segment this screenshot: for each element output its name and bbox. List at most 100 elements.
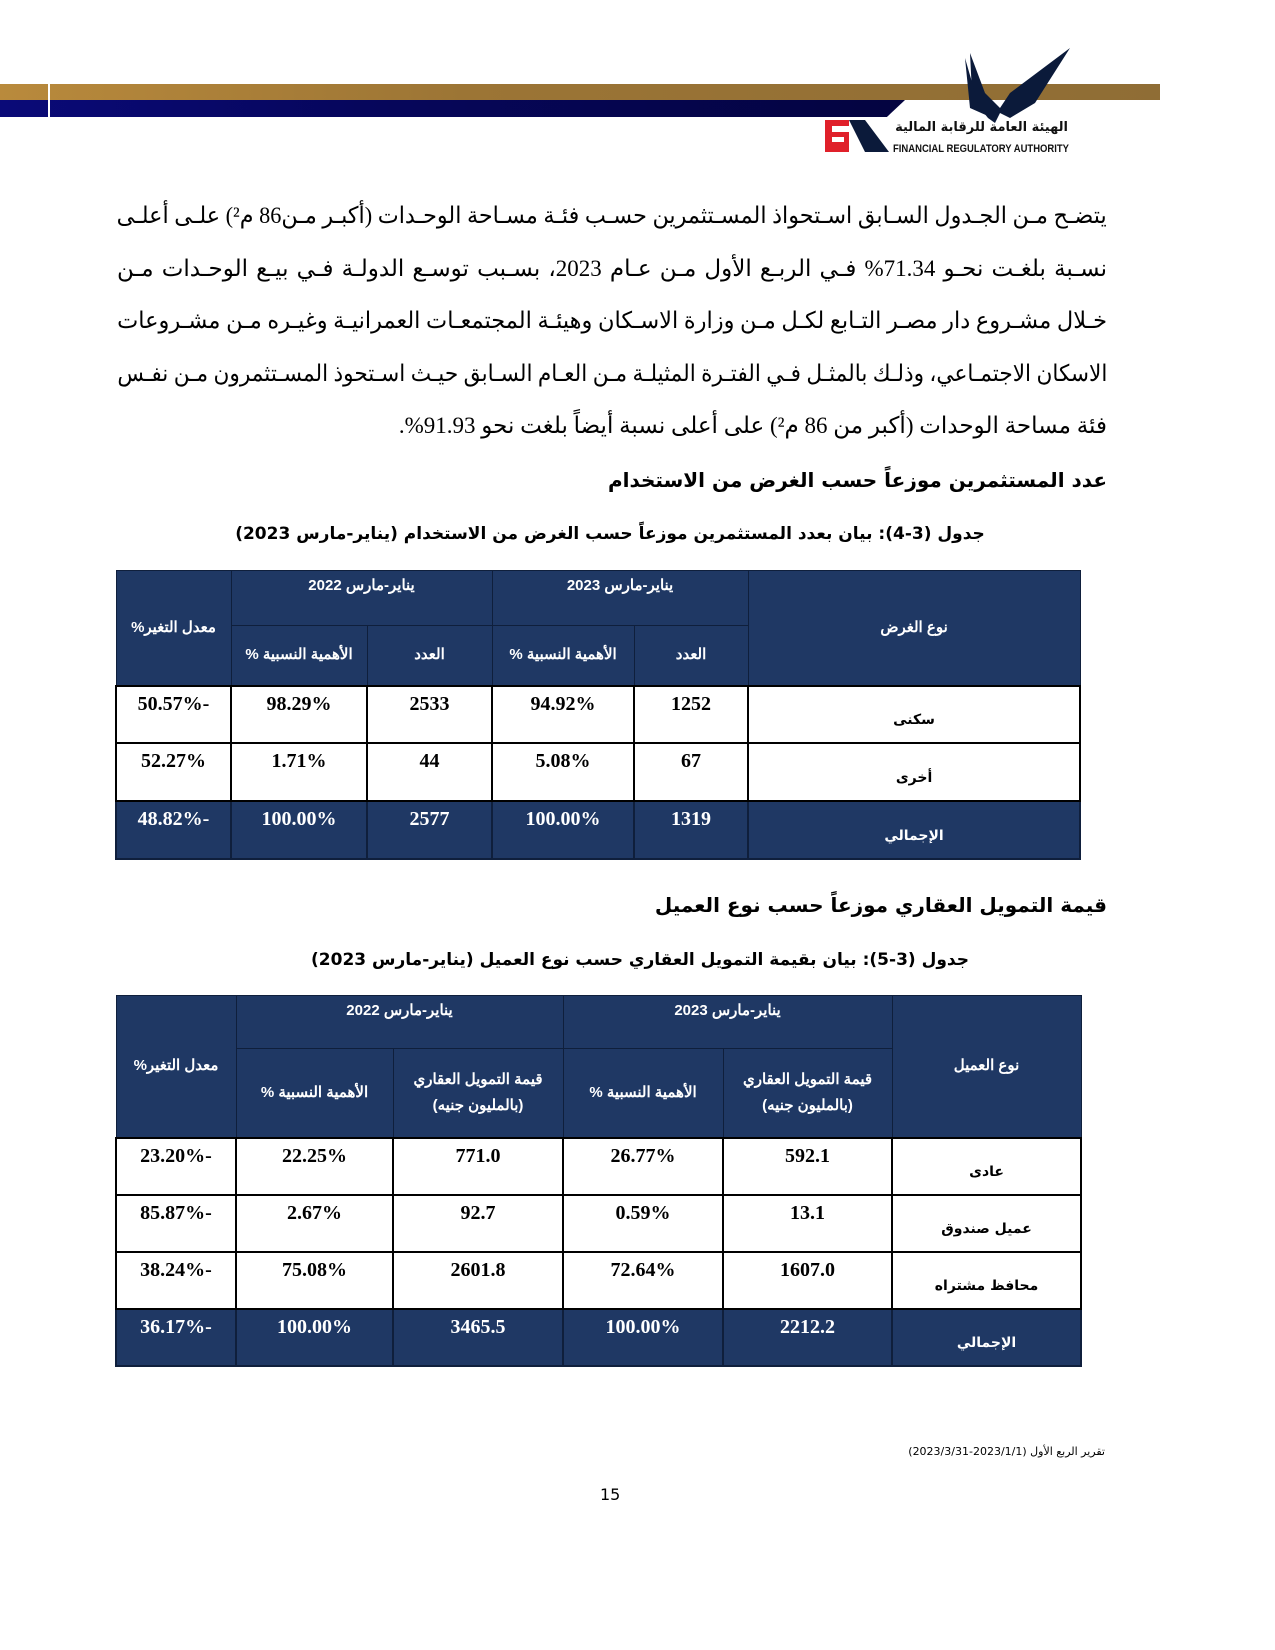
header-type: نوع الغرض [747, 570, 1081, 686]
header-value-2023: قيمة التمويل العقاري (بالمليون جنيه) [722, 1048, 893, 1138]
cell-share-2023: 0.59% [562, 1193, 725, 1253]
paragraph-line: خـلال مشـروع دار مصـر التـابع لكـل مـن و… [117, 308, 1107, 333]
header-count-2023: العدد [633, 625, 749, 686]
paragraph-line-row: خـلال مشـروع دار مصـر التـابع لكـل مـن و… [117, 301, 1107, 354]
header-value-unit: (بالمليون جنيه) [432, 1096, 524, 1114]
paragraph-line: فئة مساحة الوحدات (أكبر من 86 م²) على أع… [398, 413, 1107, 438]
mortgage-by-client-table: نوع العميل يناير-مارس 2023 يناير-مارس 20… [115, 995, 1083, 1367]
header-share-2022: الأهمية النسبية % [235, 1048, 394, 1138]
table-caption-row: جدول (3-4): بيان بعدد المستثمرين موزعاً … [230, 522, 990, 546]
header-share-2023: الأهمية النسبية % [562, 1048, 724, 1138]
investors-by-purpose-table: نوع الغرض يناير-مارس 2023 يناير-مارس 202… [115, 570, 1082, 860]
row-label: الإجمالي [891, 1307, 1083, 1367]
header-type: نوع العميل [891, 995, 1082, 1138]
cell-change: -36.17% [115, 1307, 237, 1367]
cell-value-2023: 1607.0 [722, 1250, 894, 1310]
header-share-2022: الأهمية النسبية % [230, 625, 368, 686]
cell-count-2023: 67 [633, 741, 750, 802]
fra-logo-icon [825, 120, 889, 152]
table-total-row: الإجمالي 2212.2 100.00% 3465.5 100.00% -… [115, 1307, 1083, 1367]
header-period-2023: يناير-مارس 2023 [562, 995, 893, 1049]
cell-change: -23.20% [115, 1136, 237, 1196]
table-caption: جدول (3-4): بيان بعدد المستثمرين موزعاً … [235, 524, 985, 544]
header-period-2022: يناير-مارس 2022 [230, 570, 493, 626]
cell-count-2022: 2577 [366, 799, 494, 860]
cell-share-2023: 72.64% [562, 1250, 725, 1310]
table-total-row: الإجمالي 1319 100.00% 2577 100.00% -48.8… [115, 799, 1082, 860]
cell-share-2022: 75.08% [234, 1250, 395, 1310]
cell-change: -50.57% [115, 684, 232, 744]
footer-report-label: تقرير الربع الأول (2023/1/1-2023/3/31) [908, 1445, 1105, 1458]
table-row: محافظ مشتراه 1607.0 72.64% 2601.8 75.08%… [115, 1250, 1083, 1310]
page-number: 15 [600, 1485, 621, 1504]
cell-share-2023: 26.77% [562, 1136, 725, 1196]
cell-value-2022: 2601.8 [392, 1250, 565, 1310]
header-value-unit: (بالمليون جنيه) [762, 1096, 853, 1114]
body-paragraph: يتضـح مـن الجـدول السـابق اسـتحواذ المسـ… [117, 196, 1107, 459]
paragraph-line-row: الاسكان الاجتمـاعي، وذلـك بالمثـل فـي ال… [117, 354, 1107, 407]
section-heading: عدد المستثمرين موزعاً حسب الغرض من الاست… [607, 468, 1107, 492]
cell-share-2023: 94.92% [491, 684, 636, 744]
header-divider [48, 84, 50, 117]
header-change: معدل التغير% [115, 570, 232, 686]
header-change: معدل التغير% [115, 995, 237, 1138]
paragraph-line-row: فئة مساحة الوحدات (أكبر من 86 م²) على أع… [117, 406, 1107, 459]
cell-count-2022: 44 [366, 741, 494, 802]
logo-english-text: FINANCIAL REGULATORY AUTHORITY [893, 143, 1070, 155]
table-row: أخرى 67 5.08% 44 1.71% 52.27% [115, 741, 1082, 802]
paragraph-line: الاسكان الاجتمـاعي، وذلـك بالمثـل فـي ال… [117, 360, 1107, 386]
logo-arabic-text: الهيئة العامة للرقابة المالية [895, 120, 1068, 135]
cell-share-2022: 1.71% [229, 741, 369, 802]
cell-value-2023: 592.1 [722, 1136, 894, 1196]
header-share-2023: الأهمية النسبية % [491, 625, 635, 686]
header-navy-band [0, 100, 905, 117]
table-row: عادى 592.1 26.77% 771.0 22.25% -23.20% [115, 1136, 1083, 1196]
paragraph-line: يتضـح مـن الجـدول السـابق اسـتحواذ المسـ… [117, 203, 1107, 228]
cell-share-2022: 98.29% [229, 684, 369, 744]
cell-share-2023: 5.08% [491, 741, 636, 802]
header-gold-band [0, 84, 1160, 100]
header-value-label: قيمة التمويل العقاري [413, 1070, 543, 1088]
cell-share-2023: 100.00% [491, 799, 636, 860]
cell-share-2022: 2.67% [234, 1193, 395, 1253]
cell-count-2022: 2533 [366, 684, 494, 744]
cell-value-2022: 771.0 [392, 1136, 565, 1196]
table-row: سكنى 1252 94.92% 2533 98.29% -50.57% [115, 684, 1082, 744]
table-caption: جدول (3-5): بيان بقيمة التمويل العقاري ح… [311, 950, 969, 970]
paragraph-line-row: يتضـح مـن الجـدول السـابق اسـتحواذ المسـ… [117, 196, 1107, 249]
falcon-logo-icon [965, 48, 1070, 123]
cell-change: -38.24% [115, 1250, 237, 1310]
row-label: الإجمالي [747, 799, 1082, 860]
cell-change: 52.27% [115, 741, 232, 802]
row-label: أخرى [747, 741, 1082, 802]
table-caption-row: جدول (3-5): بيان بقيمة التمويل العقاري ح… [290, 948, 990, 972]
cell-share-2022: 100.00% [229, 799, 369, 860]
section-heading-row: قيمة التمويل العقاري موزعاً حسب نوع العم… [117, 891, 1107, 919]
cell-share-2022: 22.25% [234, 1136, 395, 1196]
cell-count-2023: 1252 [633, 684, 750, 744]
header-value-label: قيمة التمويل العقاري [742, 1070, 873, 1088]
header-value-2022: قيمة التمويل العقاري (بالمليون جنيه) [392, 1048, 564, 1138]
cell-value-2022: 92.7 [392, 1193, 565, 1253]
row-label: عادى [891, 1136, 1083, 1196]
row-label: عميل صندوق [891, 1193, 1083, 1253]
header-count-2022: العدد [366, 625, 493, 686]
cell-value-2022: 3465.5 [392, 1307, 565, 1367]
header-period-2022: يناير-مارس 2022 [235, 995, 564, 1049]
section-heading-row: عدد المستثمرين موزعاً حسب الغرض من الاست… [117, 466, 1107, 494]
cell-change: -85.87% [115, 1193, 237, 1253]
row-label: سكنى [747, 684, 1082, 744]
row-label: محافظ مشتراه [891, 1250, 1083, 1310]
table-row: عميل صندوق 13.1 0.59% 92.7 2.67% -85.87% [115, 1193, 1083, 1253]
cell-share-2023: 100.00% [562, 1307, 725, 1367]
cell-value-2023: 13.1 [722, 1193, 894, 1253]
paragraph-line: نسـبة بلغـت نحـو 71.34% فـي الربـع الأول… [117, 255, 1107, 281]
logo-english: FINANCIAL REGULATORY AUTHORITY [893, 137, 1069, 155]
cell-value-2023: 2212.2 [722, 1307, 894, 1367]
logo-arabic: الهيئة العامة للرقابة المالية [890, 116, 1068, 135]
cell-share-2022: 100.00% [234, 1307, 395, 1367]
paragraph-line-row: نسـبة بلغـت نحـو 71.34% فـي الربـع الأول… [117, 249, 1107, 302]
section-heading: قيمة التمويل العقاري موزعاً حسب نوع العم… [654, 893, 1107, 917]
cell-change: -48.82% [115, 799, 232, 860]
cell-count-2023: 1319 [633, 799, 750, 860]
